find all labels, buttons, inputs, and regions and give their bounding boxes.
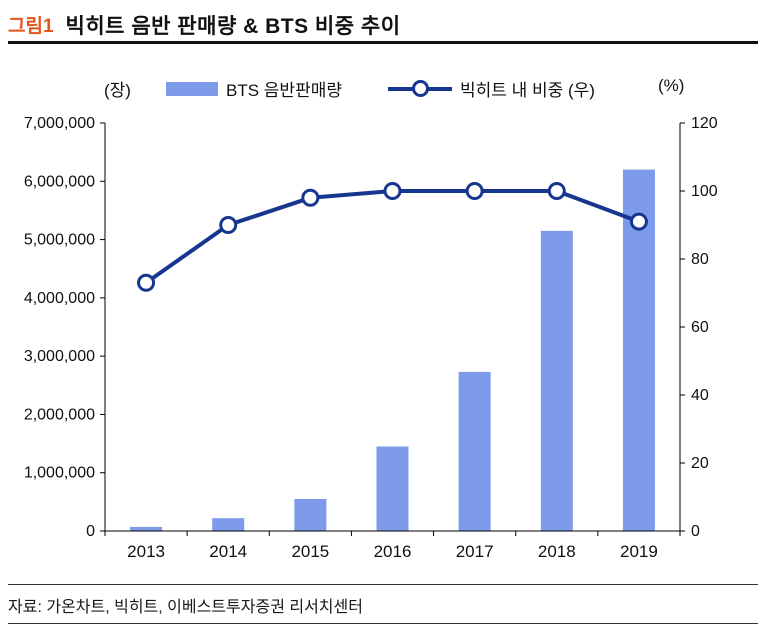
share-marker-2013 bbox=[137, 273, 156, 292]
share-marker-2014 bbox=[219, 216, 238, 234]
x-axis-category-label: 2015 bbox=[291, 542, 329, 561]
legend-bar-label: BTS 음반판매량 bbox=[226, 81, 342, 100]
x-axis-category-label: 2013 bbox=[127, 542, 165, 561]
bar-2015 bbox=[294, 498, 327, 531]
share-marker-2017 bbox=[465, 182, 484, 200]
share-marker-2015 bbox=[301, 188, 320, 207]
footer-rule-top bbox=[8, 584, 758, 585]
legend-line-swatch-icon bbox=[388, 80, 452, 97]
right-axis-unit-label: (%) bbox=[658, 76, 685, 95]
combo-chart: 0 1,000,000 2,000,000 3,000,000 4,000,000 5,0… bbox=[24, 115, 718, 561]
legend-line-label: 빅히트 내 비중 (우) bbox=[460, 81, 595, 100]
bar-2018 bbox=[540, 230, 573, 531]
footer-rule-bottom bbox=[8, 623, 758, 624]
x-axis-category-label: 2016 bbox=[374, 542, 412, 561]
bar-2017 bbox=[458, 371, 491, 531]
figure-label: 그림1 bbox=[8, 16, 54, 37]
right-axis-tick-label: 40 bbox=[691, 387, 709, 404]
left-axis-tick-label: 2,000,000 bbox=[24, 406, 95, 423]
right-axis-tick-label: 0 bbox=[691, 523, 700, 540]
legend-bar-swatch-icon bbox=[166, 82, 218, 96]
share-marker-2018 bbox=[547, 182, 566, 200]
left-axis-tick-label: 5,000,000 bbox=[24, 232, 95, 249]
x-axis-category-label: 2019 bbox=[620, 542, 658, 561]
bar-2016 bbox=[376, 446, 409, 531]
right-axis-tick-label: 100 bbox=[691, 183, 718, 200]
x-axis-category-label: 2017 bbox=[456, 542, 494, 561]
x-axis-category-label: 2014 bbox=[209, 542, 247, 561]
right-axis-tick-label: 60 bbox=[691, 319, 709, 336]
figure-header: 그림1 빅히트 음반 판매량 & BTS 비중 추이 bbox=[8, 8, 758, 44]
left-axis-tick-label: 1,000,000 bbox=[24, 465, 95, 482]
left-axis-tick-label: 3,000,000 bbox=[24, 348, 95, 365]
left-axis-tick-label: 4,000,000 bbox=[24, 290, 95, 307]
right-axis-tick-label: 80 bbox=[691, 251, 709, 268]
right-axis-tick-label: 120 bbox=[691, 115, 718, 132]
legend-line-marker-icon bbox=[412, 80, 429, 97]
source-text: 자료: 가온차트, 빅히트, 이베스트투자증권 리서치센터 bbox=[8, 599, 363, 616]
x-axis-category-label: 2018 bbox=[538, 542, 576, 561]
bar-2014 bbox=[212, 518, 245, 531]
share-marker-2019 bbox=[629, 212, 648, 231]
left-axis-unit-label: (장) bbox=[104, 81, 131, 100]
left-axis-tick-label: 6,000,000 bbox=[24, 173, 95, 190]
bar-2013 bbox=[130, 526, 163, 531]
right-axis-tick-label: 20 bbox=[691, 455, 709, 472]
share-marker-2016 bbox=[383, 182, 402, 200]
left-axis-tick-label: 0 bbox=[86, 523, 95, 540]
left-axis-tick-label: 7,000,000 bbox=[24, 115, 95, 132]
page-title: 빅히트 음반 판매량 & BTS 비중 추이 bbox=[65, 14, 401, 38]
